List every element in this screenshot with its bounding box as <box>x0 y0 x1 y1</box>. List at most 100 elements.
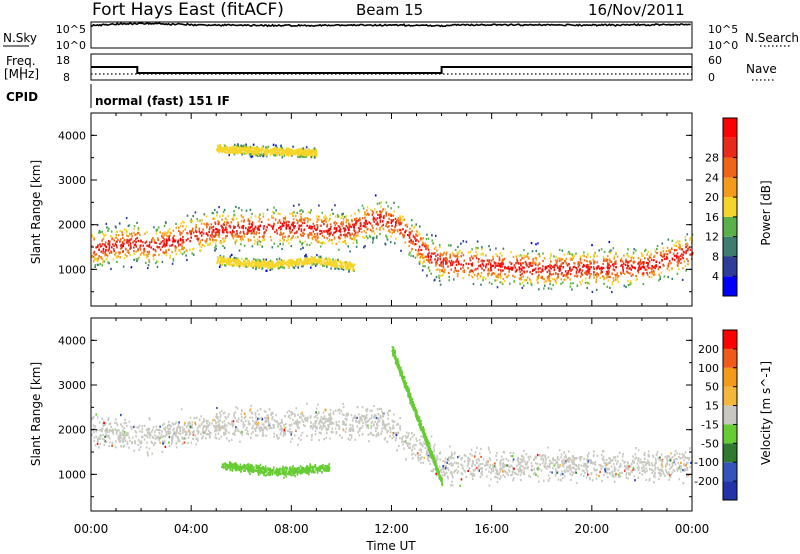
power-cell <box>355 221 358 224</box>
power-cell <box>681 278 684 281</box>
power-cell <box>342 212 344 215</box>
power-cell <box>103 243 106 246</box>
power-cell <box>264 148 267 151</box>
power-cell <box>546 270 549 273</box>
power-cell <box>358 211 361 214</box>
power-cell <box>310 227 312 230</box>
velocity-cell <box>486 475 488 478</box>
power-cell <box>304 219 306 222</box>
power-cell <box>609 249 612 252</box>
power-cell <box>592 266 595 269</box>
power-cell <box>274 265 277 269</box>
velocity-cell <box>590 473 593 476</box>
power-cell <box>441 269 443 272</box>
power-cell <box>628 261 630 264</box>
power-cell <box>371 210 374 213</box>
power-cell <box>353 223 355 226</box>
power-cell <box>504 267 506 270</box>
power-cell <box>671 267 673 270</box>
power-cell <box>684 264 687 267</box>
power-cell <box>273 212 275 215</box>
power-cell <box>223 208 226 211</box>
power-cell <box>218 230 220 233</box>
power-cell <box>467 251 470 254</box>
velocity-cell <box>421 456 423 459</box>
power-cell <box>606 255 609 258</box>
power-cell <box>556 264 558 267</box>
power-cell <box>643 266 645 269</box>
power-cell <box>651 272 653 275</box>
power-cell <box>275 147 278 151</box>
power-cell <box>236 232 238 235</box>
power-cell <box>228 258 231 261</box>
power-cell <box>107 229 109 232</box>
power-cell <box>577 265 580 268</box>
power-cell <box>121 240 124 244</box>
power-cell <box>405 229 407 232</box>
power-cell <box>427 253 429 256</box>
power-cell <box>426 233 428 236</box>
power-cell <box>605 258 607 261</box>
power-cell <box>107 239 110 243</box>
power-cell <box>281 225 283 228</box>
power-cell <box>498 256 501 259</box>
power-cell <box>574 274 576 278</box>
power-cell <box>421 269 424 272</box>
power-cell <box>345 221 348 224</box>
velocity-cell <box>652 470 655 473</box>
power-cell <box>578 261 580 264</box>
power-cell <box>422 237 424 240</box>
power-cell <box>293 211 295 214</box>
power-cell <box>520 276 522 279</box>
power-cell <box>306 263 309 266</box>
power-cell <box>610 260 613 263</box>
power-cell <box>639 258 642 261</box>
power-cell <box>460 242 462 245</box>
velocity-cell <box>411 435 414 438</box>
velocity-cell <box>647 450 650 453</box>
power-cell <box>422 262 424 265</box>
power-cell <box>229 261 231 264</box>
power-cell <box>670 262 672 265</box>
power-cell <box>582 254 584 257</box>
power-cell <box>293 260 296 264</box>
power-cell <box>375 218 377 221</box>
power-cell <box>436 249 438 252</box>
power-cell <box>481 262 484 265</box>
power-cell <box>527 256 530 259</box>
power-cell <box>379 214 381 217</box>
power-cell <box>662 250 665 253</box>
velocity-cell <box>541 462 544 465</box>
power-cell <box>233 226 236 229</box>
power-cell <box>370 230 373 233</box>
power-cell <box>324 214 327 217</box>
power-cell <box>501 254 503 257</box>
power-cell <box>332 234 334 237</box>
power-cell <box>334 204 336 207</box>
power-cell <box>366 212 369 215</box>
power-cell <box>300 215 302 218</box>
power-cell <box>101 230 103 233</box>
power-cell <box>203 222 205 226</box>
power-cell <box>122 265 125 268</box>
power-cell <box>471 248 473 251</box>
power-cell <box>678 267 680 270</box>
power-cell <box>543 278 546 281</box>
power-cell <box>267 218 270 221</box>
power-cell <box>163 251 166 254</box>
power-cell <box>666 253 668 256</box>
power-cell <box>249 149 251 152</box>
power-cell <box>303 261 305 264</box>
power-cell <box>457 255 459 259</box>
velocity-cell <box>226 437 228 440</box>
power-cell <box>538 274 540 277</box>
power-cell <box>331 242 334 245</box>
power-cell <box>364 211 366 214</box>
power-cell <box>268 223 271 227</box>
power-cell <box>687 247 689 250</box>
power-cell <box>372 238 374 241</box>
power-cell <box>221 263 224 266</box>
power-cell <box>520 254 523 258</box>
power-cell <box>630 259 632 262</box>
power-cell <box>685 243 687 246</box>
